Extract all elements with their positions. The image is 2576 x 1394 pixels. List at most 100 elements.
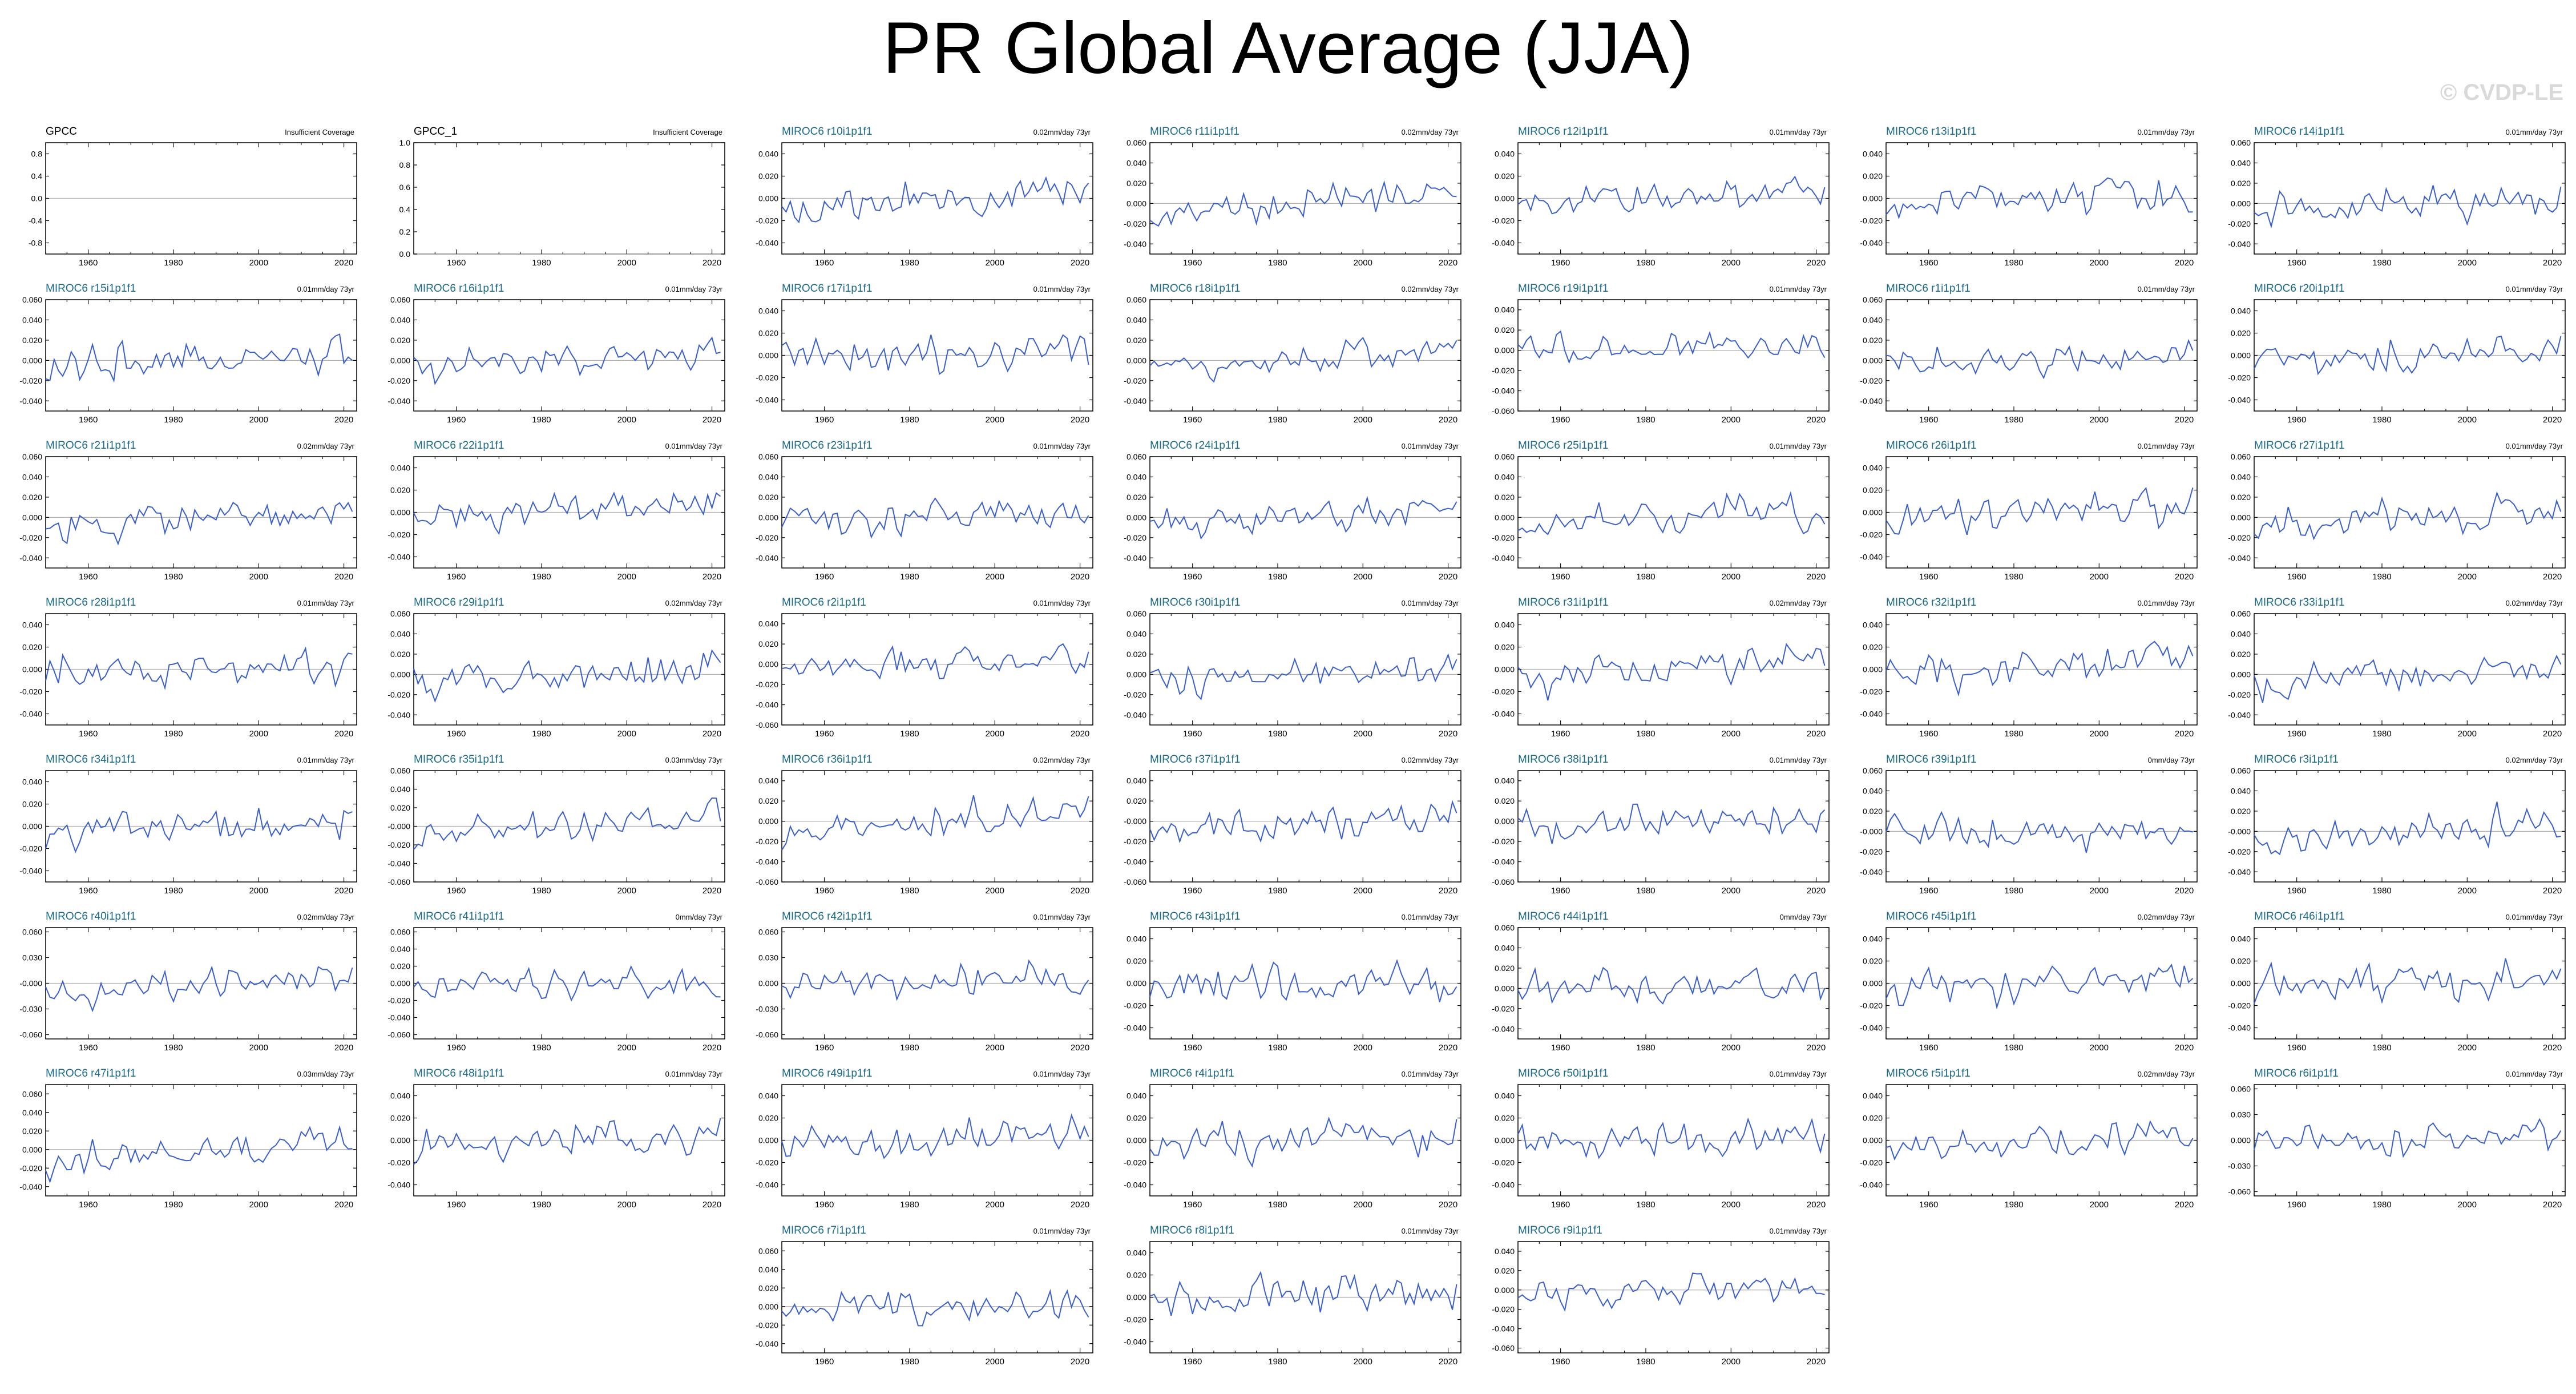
y-tick-label: -0.030 [19, 1005, 42, 1014]
x-tick-label: 1980 [164, 1200, 183, 1210]
y-tick-label: 0.040 [22, 1108, 42, 1117]
x-tick-label: 2020 [1439, 1357, 1457, 1367]
y-tick-label: 0.020 [1863, 1114, 1883, 1123]
panel-title: MIROC6 r43i1p1f1 [1150, 910, 1240, 922]
x-tick-label: 1960 [1919, 729, 1938, 739]
y-tick-label: 0.020 [22, 643, 42, 652]
x-tick-label: 2020 [1439, 258, 1457, 268]
panel-title: MIROC6 r15i1p1f1 [46, 283, 136, 295]
x-tick-label: 2000 [986, 572, 1004, 582]
panel-title: MIROC6 r8i1p1f1 [1150, 1224, 1234, 1236]
y-tick-label: -0.040 [2228, 710, 2251, 719]
panel-subtitle: 0.01mm/day 73yr [2138, 442, 2195, 450]
x-tick-label: 1980 [1636, 886, 1655, 896]
plot-frame [1885, 770, 2198, 883]
panel-title: MIROC6 r14i1p1f1 [2254, 126, 2344, 138]
x-tick-label: 1960 [79, 886, 98, 896]
y-tick-label: 0.000 [22, 1145, 42, 1154]
x-tick-label: 1960 [1183, 886, 1202, 896]
y-tick-label: 0.060 [758, 928, 778, 937]
y-tick-label: 0.060 [2231, 609, 2251, 618]
x-tick-label: 1980 [2372, 729, 2391, 739]
panel-subtitle: 0.01mm/day 73yr [2506, 442, 2563, 450]
y-tick-label: -0.040 [387, 859, 410, 868]
panel-subtitle: 0.01mm/day 73yr [665, 1070, 723, 1078]
panel-title: MIROC6 r18i1p1f1 [1150, 283, 1240, 295]
series-line [1149, 959, 1457, 1002]
series-line [781, 1288, 1089, 1327]
y-tick-label: 0.4 [31, 172, 43, 181]
y-tick-label: -0.020 [2228, 690, 2251, 699]
y-tick-label: -0.040 [1860, 1181, 1883, 1190]
chart-panel: MIROC6 r35i1p1f1 0.03mm/day 73yr 0.060 0.04… [387, 754, 725, 896]
y-tick-label: -0.040 [1860, 239, 1883, 248]
chart-panel: MIROC6 r49i1p1f1 0.01mm/day 73yr 0.040 0.02… [756, 1067, 1093, 1210]
y-tick-label: -0.040 [387, 396, 410, 405]
x-tick-label: 2000 [1722, 258, 1741, 268]
chart-panel: GPCC_1 Insufficient Coverage 1.0 0.8 0.6 0.4 0… [399, 126, 725, 268]
y-tick-label: 0.040 [22, 315, 42, 324]
y-tick-label: -0.040 [1124, 710, 1146, 719]
y-tick-label: 0.8 [399, 160, 411, 170]
x-tick-label: 1980 [2004, 415, 2023, 425]
x-tick-label: 1960 [1183, 572, 1202, 582]
y-tick-label: -0.020 [756, 837, 778, 846]
y-tick-label: -0.000 [19, 979, 42, 988]
y-tick-label: -0.000 [1124, 817, 1146, 826]
y-tick-label: 0.000 [1127, 670, 1146, 679]
y-tick-label: 0.040 [1127, 1248, 1146, 1258]
series-line [1885, 1120, 2194, 1161]
x-tick-label: 2020 [1439, 886, 1457, 896]
plot-frame [413, 613, 725, 726]
y-tick-label: 0.000 [22, 665, 42, 674]
chart-panel: MIROC6 r47i1p1f1 0.03mm/day 73yr 0.060 0.04… [19, 1067, 357, 1210]
y-tick-label: 0.000 [1495, 984, 1515, 993]
x-tick-label: 2020 [702, 572, 721, 582]
panel-title: MIROC6 r7i1p1f1 [782, 1224, 866, 1236]
x-tick-label: 1960 [79, 258, 98, 268]
panel-subtitle: 0.03mm/day 73yr [297, 1070, 355, 1078]
panel-subtitle: 0.01mm/day 73yr [1402, 599, 1459, 607]
panel-subtitle: 0.02mm/day 73yr [297, 442, 355, 450]
chart-panel: MIROC6 r4i1p1f1 0.01mm/day 73yr 0.040 0.020… [1124, 1067, 1461, 1210]
chart-panel: MIROC6 r42i1p1f1 0.01mm/day 73yr 0.060 0.03… [756, 910, 1093, 1053]
x-tick-label: 1980 [532, 415, 551, 425]
panel-title: MIROC6 r49i1p1f1 [782, 1067, 872, 1079]
series-line [1517, 1272, 1825, 1312]
y-tick-label: -0.020 [1124, 219, 1146, 228]
y-tick-label: 0.060 [2231, 766, 2251, 775]
y-tick-label: 0.000 [390, 979, 410, 988]
y-tick-label: -0.040 [19, 553, 42, 562]
chart-panel: MIROC6 r30i1p1f1 0.01mm/day 73yr 0.060 0.04… [1124, 597, 1461, 739]
y-tick-label: 0.040 [22, 777, 42, 787]
series-line [1517, 803, 1826, 844]
series-line [1885, 964, 2194, 1010]
x-tick-label: 1960 [1551, 1200, 1570, 1210]
y-tick-label: 0.040 [1495, 472, 1515, 481]
chart-panel: MIROC6 r20i1p1f1 0.01mm/day 73yr 0.040 0.02… [2228, 283, 2566, 425]
y-tick-label: 0.020 [1863, 486, 1883, 495]
y-tick-label: 0.040 [2231, 158, 2251, 167]
plot-frame [2254, 770, 2566, 883]
y-tick-label: 0.000 [2231, 670, 2251, 679]
x-tick-label: 1980 [2372, 1043, 2391, 1053]
y-tick-label: -0.060 [387, 1030, 410, 1040]
plot-frame [2254, 613, 2566, 726]
y-tick-label: 0.060 [22, 295, 42, 304]
plot-frame [1517, 456, 1830, 569]
y-tick-label: -0.060 [19, 1030, 42, 1040]
panel-subtitle: 0.02mm/day 73yr [665, 599, 723, 607]
y-tick-label: 0.020 [758, 1114, 778, 1123]
y-tick-label: 0.020 [1127, 957, 1146, 966]
y-tick-label: 0.020 [390, 650, 410, 659]
y-tick-label: -0.020 [1492, 533, 1515, 542]
chart-panel: MIROC6 r46i1p1f1 0.01mm/day 73yr 0.040 0.02… [2228, 910, 2566, 1053]
chart-panel: MIROC6 r41i1p1f1 0mm/day 73yr 0.060 0.040 0.… [387, 910, 725, 1053]
x-tick-label: 1960 [1919, 886, 1938, 896]
x-tick-label: 2020 [2543, 258, 2562, 268]
chart-panel: MIROC6 r6i1p1f1 0.01mm/day 73yr 0.060 0.030… [2228, 1067, 2566, 1210]
y-tick-label: -0.040 [756, 700, 778, 710]
x-tick-label: 1960 [2287, 572, 2306, 582]
chart-panel: MIROC6 r8i1p1f1 0.01mm/day 73yr 0.040 0.020… [1124, 1224, 1461, 1367]
y-tick-label: 0.040 [2231, 786, 2251, 795]
